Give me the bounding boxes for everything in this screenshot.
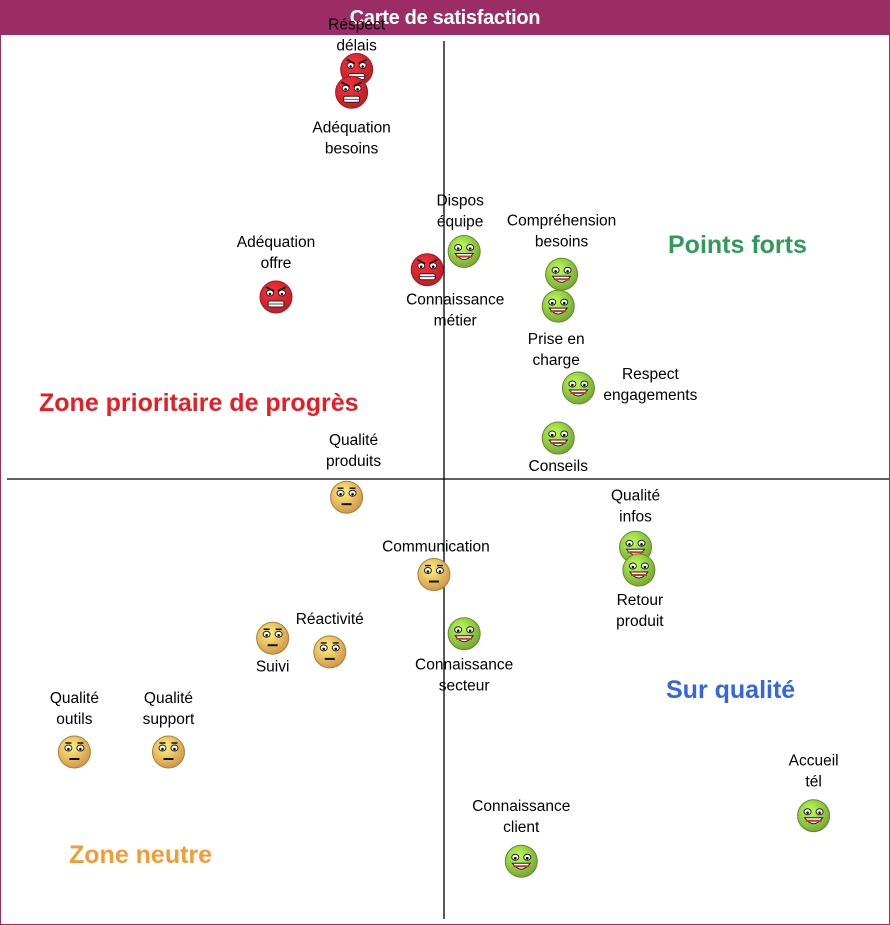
neutral-face-icon [417,558,451,592]
point-label: Retour [617,592,664,609]
point-label: Qualité [50,690,99,707]
point-label: produit [616,613,664,630]
negative-face-icon [259,280,293,314]
negative-face-icon [410,253,444,287]
point-connaissance-metier: Connaissance métier [406,253,504,330]
zone-label-neutral: Zone neutre [69,841,212,869]
point-qualite-infos: Qualité infos [611,487,660,564]
point-connaissance-client: Connaissance client [472,798,570,878]
point-label: Accueil [789,753,839,770]
point-label: infos [619,508,652,525]
point-label: Réactivité [296,611,364,628]
zone-label-priority: Zone prioritaire de progrès [39,389,359,417]
zone-label-strong: Points forts [668,231,807,259]
neutral-face-icon [256,621,290,655]
point-respect-engagements: Respect engagements [561,366,698,405]
point-label: équipe [437,214,484,231]
point-label: délais [336,38,377,55]
negative-face-icon [335,75,369,109]
neutral-face-icon [330,480,364,514]
point-connaissance-secteur: Connaissance secteur [415,617,513,695]
positive-face-icon [622,553,656,587]
point-label: Respect [622,366,680,383]
point-comprehension-besoins: Compréhension besoins [507,212,616,291]
point-qualite-outils: Qualité outils [50,690,99,769]
point-label: Adéquation [237,234,315,251]
point-label: Réspect [328,17,386,34]
point-label: engagements [603,387,697,404]
positive-face-icon [504,844,538,878]
point-label: produits [326,453,381,470]
point-label: Connaissance [472,798,570,815]
point-label: tél [805,774,821,791]
point-adequation-besoins: Adéquation besoins [312,75,391,157]
point-label: Qualité [329,432,378,449]
positive-face-icon [545,257,579,291]
point-prise-en-charge: Prise en charge [528,289,585,369]
positive-face-icon [797,799,831,833]
point-label: outils [56,711,92,728]
point-label: Compréhension [507,212,616,229]
point-label: client [503,819,540,836]
point-conseils: Conseils [529,421,589,475]
point-label: offre [261,255,292,272]
point-label: métier [434,313,477,330]
positive-face-icon [561,371,595,405]
zone-label-over: Sur qualité [666,676,795,704]
neutral-face-icon [313,635,347,669]
point-respect-delais: Réspect délais [328,17,386,86]
point-label: Communication [382,539,490,556]
positive-face-icon [447,235,481,268]
neutral-face-icon [151,735,185,769]
point-label: support [143,711,195,728]
point-label: besoins [535,233,589,250]
point-label: Connaissance [415,657,513,674]
point-label: secteur [439,678,490,695]
point-adequation-offre: Adéquation offre [237,234,315,314]
positive-face-icon [541,289,575,323]
point-label: Connaissance [406,292,504,309]
positive-face-icon [541,421,575,455]
point-label: Adéquation [312,119,390,136]
point-label: Qualité [144,690,193,707]
neutral-face-icon [57,735,91,769]
point-label: Prise en [528,331,585,348]
point-qualite-produits: Qualité produits [326,432,381,514]
point-label: Qualité [611,487,660,504]
point-reactivite: Réactivité [296,611,364,669]
point-suivi: Suivi [256,621,290,675]
point-label: Suivi [256,658,290,675]
point-label: charge [533,352,580,369]
point-label: Dispos [436,193,484,210]
positive-face-icon [447,617,481,651]
point-dispos-equipe: Dispos équipe [436,193,484,268]
point-communication: Communication [382,539,490,592]
point-qualite-support: Qualité support [143,690,195,769]
point-accueil-tel: Accueil tél [789,753,839,833]
point-retour-produit: Retour produit [616,553,664,630]
point-label: besoins [325,140,379,157]
chart-title: Carte de satisfaction [1,1,889,35]
point-label: Conseils [529,458,589,475]
